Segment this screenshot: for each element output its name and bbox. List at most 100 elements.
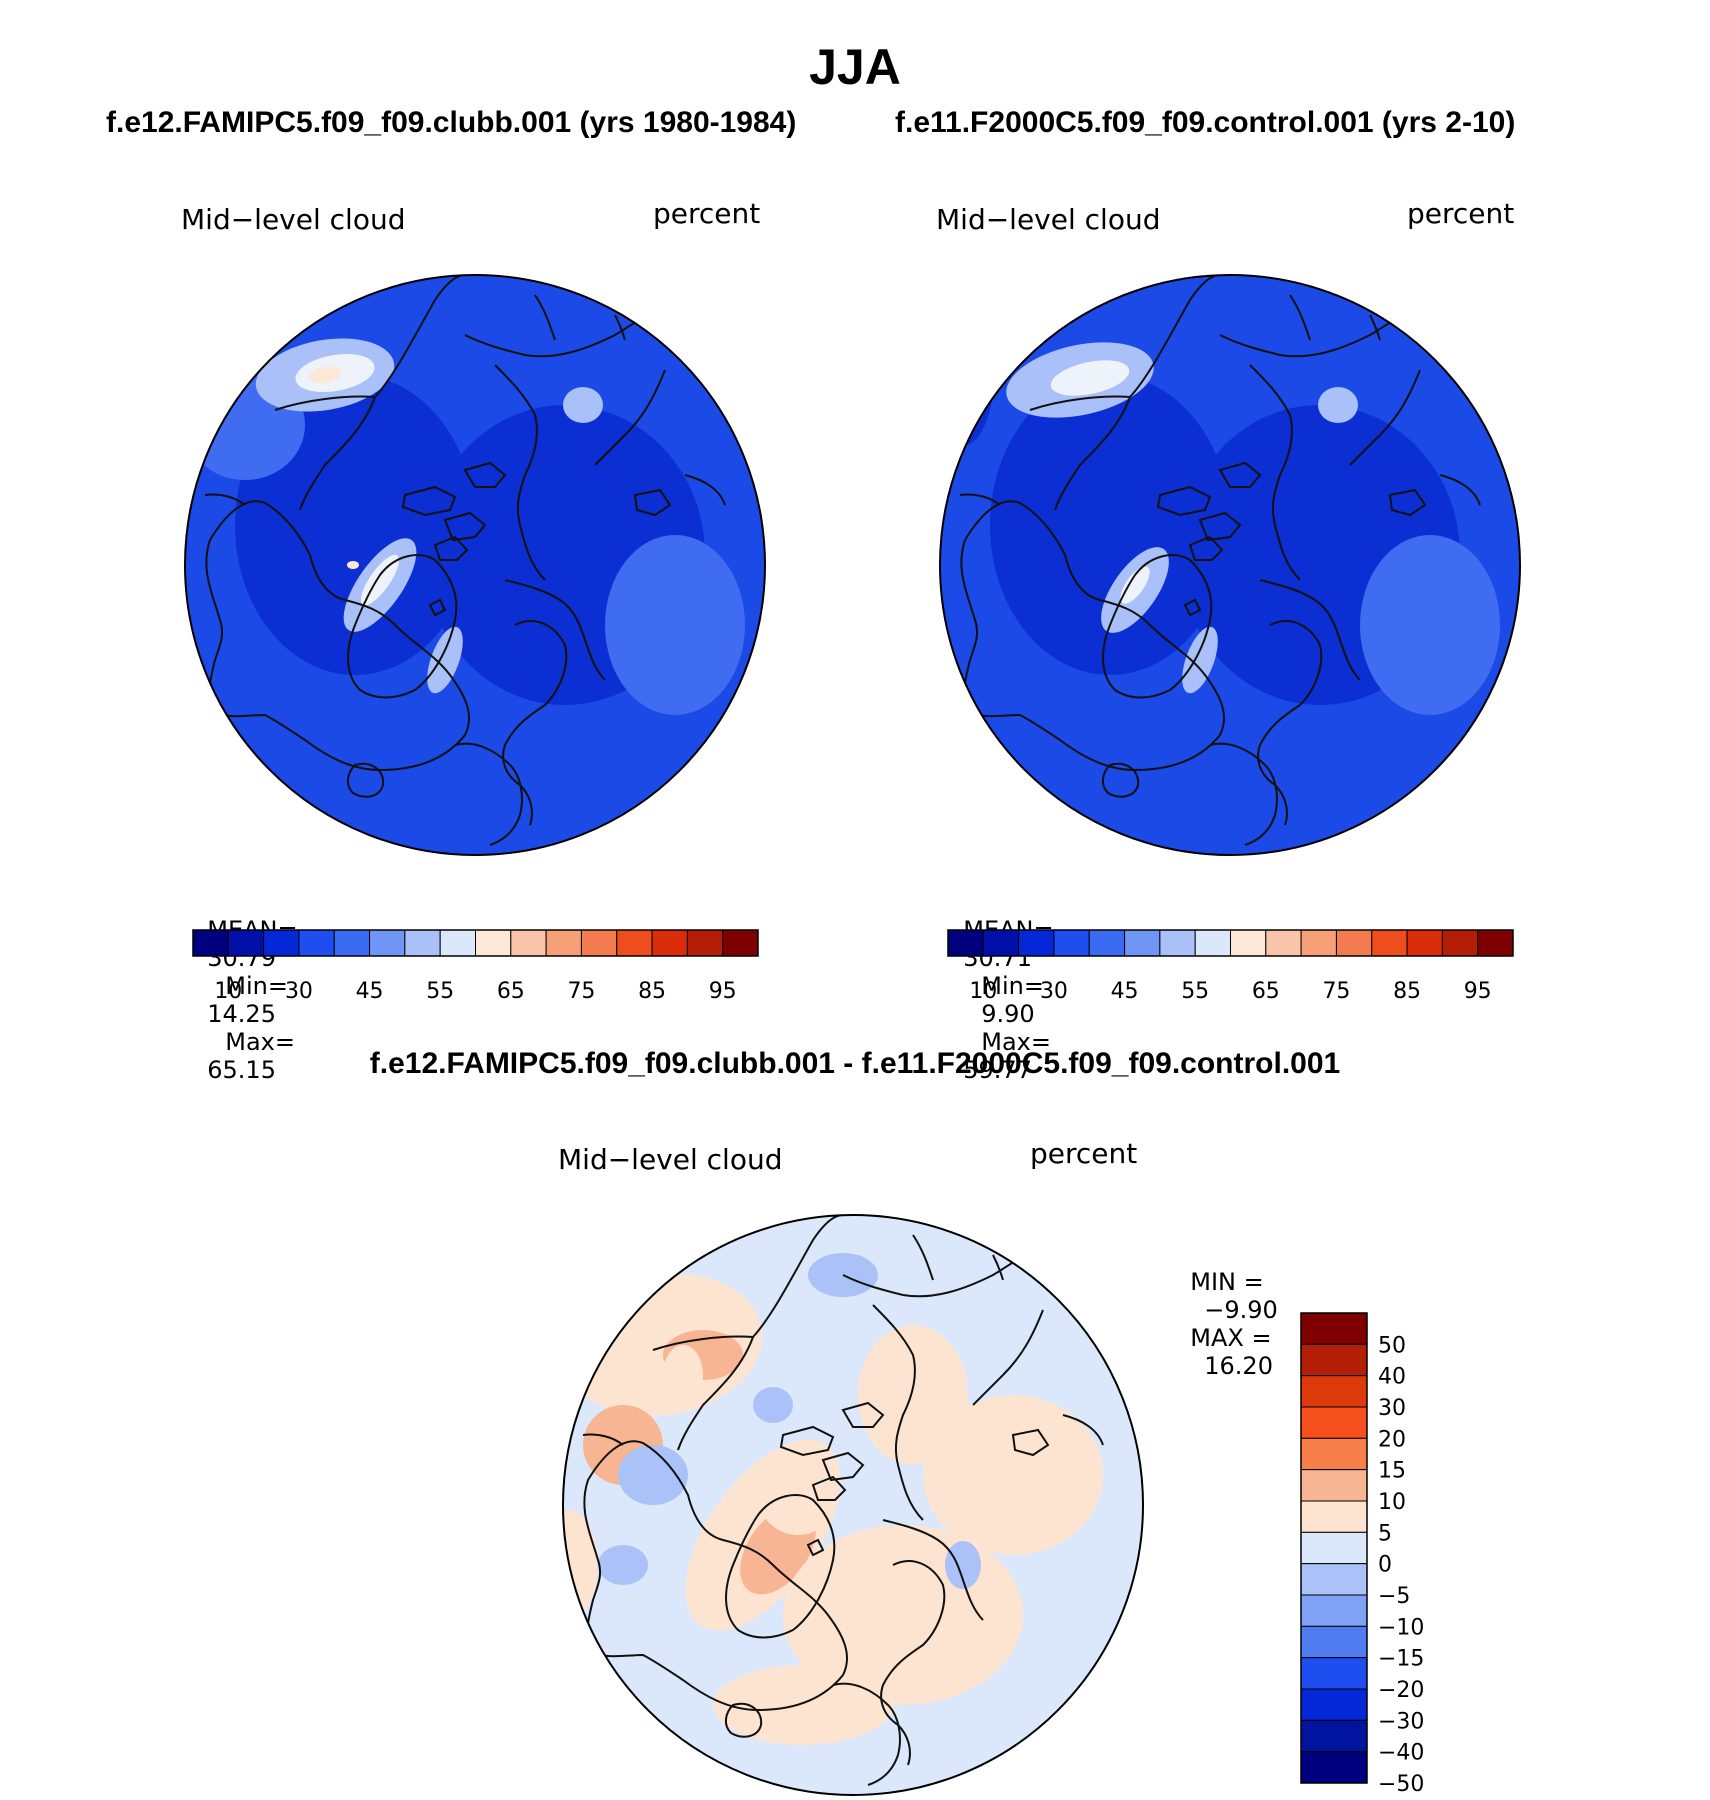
panel2-max-label: Max=	[981, 1028, 1051, 1056]
panel1-colorbar-box	[580, 929, 618, 957]
panel1-colorbar-box	[475, 929, 512, 957]
page-title: JJA	[809, 39, 901, 95]
field-patch	[940, 285, 995, 445]
diff-colorbar-frame	[1300, 1312, 1368, 1784]
field-patch	[605, 535, 745, 715]
diff-stats: MIN = −9.90 MAX = 16.20	[1175, 1240, 1278, 1380]
panel1-colorbar-box	[192, 929, 229, 957]
panel2-variable-label: Mid−level cloud	[936, 203, 1161, 236]
field-patch	[1360, 535, 1500, 715]
field-patch	[1318, 387, 1358, 423]
panel2-colorbar-box	[1441, 929, 1479, 957]
panel2-map-border	[939, 274, 1521, 856]
field-patch	[658, 1275, 698, 1325]
diff-max-value: 16.20	[1204, 1352, 1273, 1380]
panel2-colorbar-box	[1230, 929, 1267, 957]
field-patch	[713, 1665, 893, 1745]
panel2-max-value: 59.77	[963, 1056, 1032, 1084]
panel2-colorbar-box	[1371, 929, 1408, 957]
diff-colorbar-box	[1300, 1437, 1368, 1471]
panel2-colorbar-box	[1088, 929, 1126, 957]
panel1-colorbar-tick-label: 75	[567, 979, 595, 1004]
panel1-colorbar-box	[651, 929, 688, 957]
diff-max-label: MAX =	[1190, 1324, 1272, 1352]
panel1-colorbar-box	[722, 929, 759, 957]
panel2-min-value: 9.90	[981, 1000, 1035, 1028]
panel2-colorbar-box	[1159, 929, 1196, 957]
panel1-colorbar-tick-label: 10	[214, 979, 242, 1004]
diff-colorbar-box	[1300, 1625, 1368, 1659]
diff-map	[562, 1214, 1144, 1796]
field-patch	[563, 1510, 598, 1620]
panel2-colorbar-box	[1265, 929, 1302, 957]
diff-colorbar-box	[1300, 1469, 1368, 1502]
diff-colorbar-tick-label: 0	[1378, 1553, 1392, 1578]
diff-colorbar-box	[1300, 1594, 1368, 1627]
diff-variable-label: Mid−level cloud	[558, 1143, 783, 1176]
panel2-map	[939, 274, 1521, 856]
panel1-max-value: 65.15	[207, 1056, 276, 1084]
field-patch	[923, 1395, 1103, 1555]
diff-colorbar-box	[1300, 1375, 1368, 1408]
panel2-colorbar-tick-label: 45	[1111, 979, 1139, 1004]
diff-colorbar-tick-label: 30	[1378, 1396, 1406, 1421]
diff-colorbar-tick-label: 15	[1378, 1459, 1406, 1484]
field-patch	[427, 626, 463, 694]
field-patch	[309, 366, 341, 384]
panel2-colorbar-tick-label: 85	[1393, 979, 1421, 1004]
panel1-colorbar-box	[439, 929, 476, 957]
field-patch	[663, 1345, 703, 1405]
diff-colorbar-tick-label: 50	[1378, 1333, 1406, 1358]
field-patch	[1050, 360, 1130, 396]
panel2-colorbar: 10 30 45 55 65 75 85 95	[947, 929, 1514, 1004]
field-patch	[1120, 566, 1150, 604]
diff-colorbar-tick-label: 10	[1378, 1490, 1406, 1515]
diff-colorbar-box	[1300, 1563, 1368, 1596]
panel1-colorbar-box	[369, 929, 406, 957]
panel1-colorbar-tick-label: 45	[356, 979, 384, 1004]
diff-colorbar-tick-label: 20	[1378, 1427, 1406, 1452]
diff-colorbar-box	[1300, 1343, 1368, 1377]
field-patch	[618, 1445, 688, 1505]
panel2-colorbar-tick-label: 10	[969, 979, 997, 1004]
diff-units-label: percent	[1030, 1137, 1138, 1170]
diff-colorbar-tick-label: −5	[1378, 1584, 1410, 1609]
diff-colorbar-box	[1300, 1500, 1368, 1533]
diff-colorbar-box	[1300, 1657, 1368, 1690]
panel2-colorbar-tick-label: 75	[1322, 979, 1350, 1004]
diff-colorbar-box	[1300, 1719, 1368, 1753]
panel1-colorbar-box	[616, 929, 653, 957]
diff-min-value: −9.90	[1204, 1296, 1278, 1324]
panel2-colorbar-tick-label: 65	[1252, 979, 1280, 1004]
panel2-colorbar-box	[1477, 929, 1514, 957]
field-patch	[990, 375, 1230, 675]
panel2-min-label: Min=	[981, 972, 1044, 1000]
panel1-map	[184, 274, 766, 856]
panel2-case-title: f.e11.F2000C5.f09_f09.control.001 (yrs 2…	[895, 106, 1516, 139]
panel1-colorbar-tick-label: 30	[285, 979, 313, 1004]
panel2-colorbar-frame	[947, 929, 1514, 957]
field-patch	[347, 561, 359, 569]
panel2-colorbar-box	[947, 929, 984, 957]
panel1-colorbar-frame	[192, 929, 759, 957]
field-patch	[1182, 626, 1218, 694]
diff-colorbar-box	[1300, 1531, 1368, 1565]
panel2-colorbar-tick-label: 95	[1464, 979, 1492, 1004]
panel2-colorbar-box	[982, 929, 1020, 957]
panel1-min-value: 14.25	[207, 1000, 276, 1028]
field-patch	[945, 1541, 981, 1589]
panel1-colorbar-tick-label: 95	[709, 979, 737, 1004]
diff-colorbar-box	[1300, 1688, 1368, 1721]
panel1-max-label: Max=	[225, 1028, 295, 1056]
panel1-case-title: f.e12.FAMIPC5.f09_f09.clubb.001 (yrs 198…	[106, 106, 797, 139]
panel1-colorbar-box	[333, 929, 371, 957]
panel1-colorbar-tick-label: 55	[426, 979, 454, 1004]
panel2-colorbar-box	[1335, 929, 1373, 957]
panel2-units-label: percent	[1407, 197, 1515, 230]
panel1-colorbar-box	[227, 929, 265, 957]
panel1-variable-label: Mid−level cloud	[181, 203, 406, 236]
diff-colorbar-tick-label: −15	[1378, 1647, 1424, 1672]
diff-colorbar-tick-label: −30	[1378, 1709, 1424, 1734]
panel1-units-label: percent	[653, 197, 761, 230]
